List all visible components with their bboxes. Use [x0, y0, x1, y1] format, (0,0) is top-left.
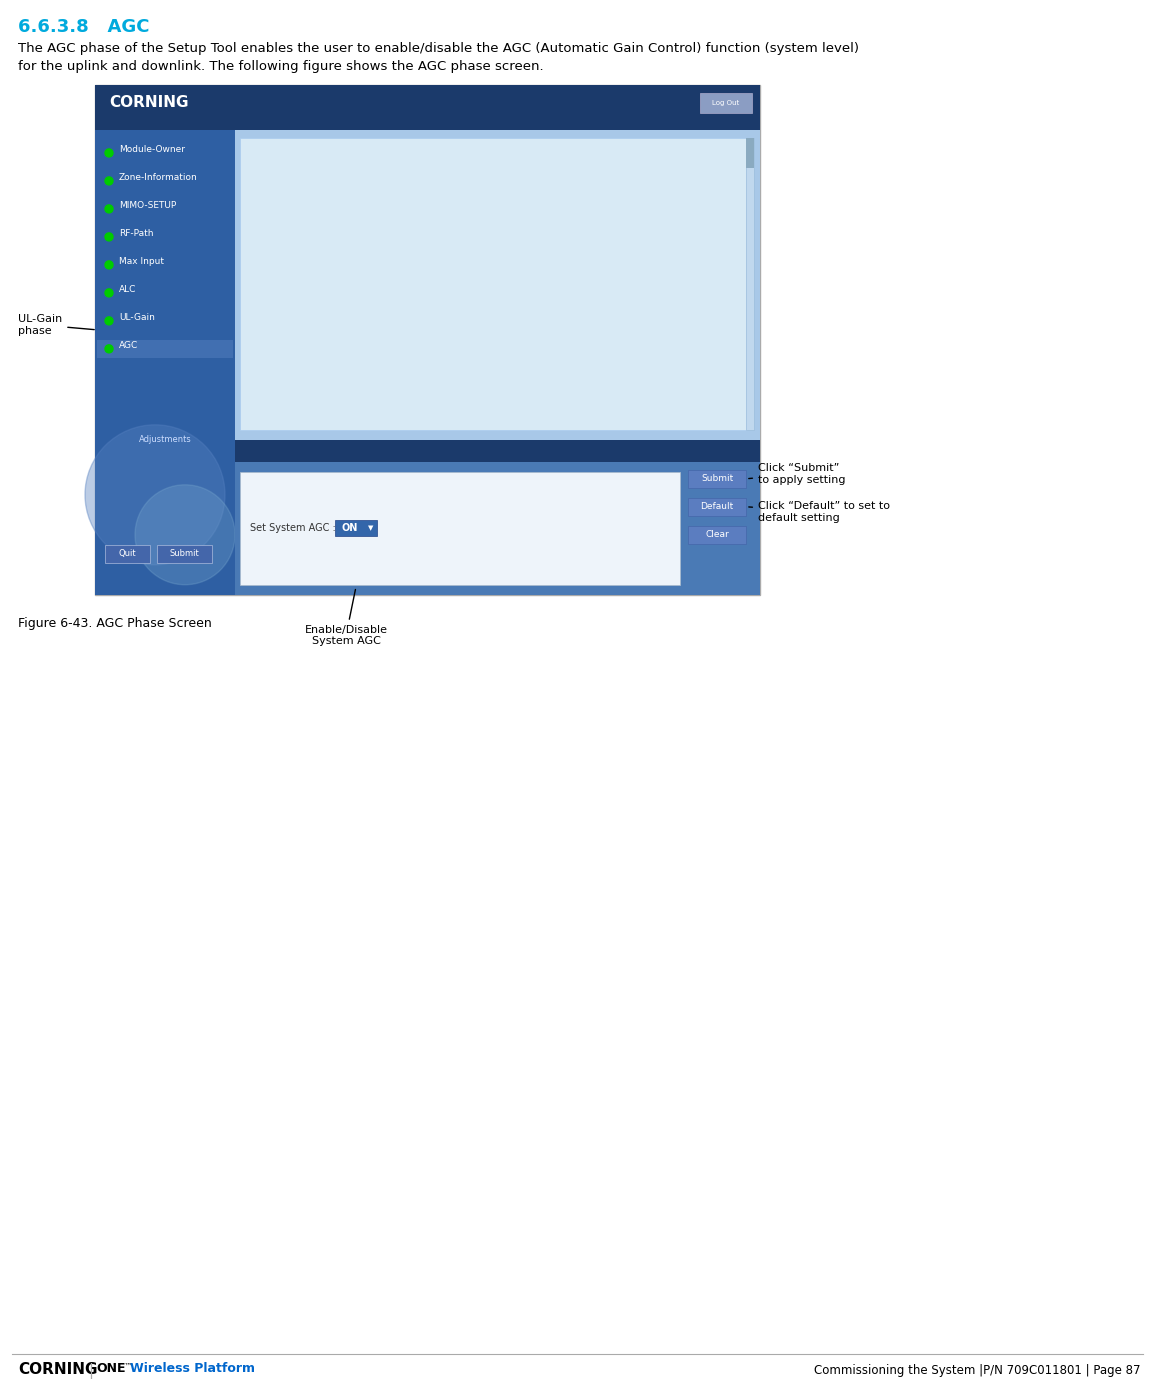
- Text: Enable/Disable
System AGC: Enable/Disable System AGC: [305, 590, 387, 646]
- Circle shape: [105, 262, 113, 268]
- Text: Zone-Information: Zone-Information: [119, 173, 198, 183]
- Bar: [95, 84, 760, 130]
- Text: RF-Path: RF-Path: [119, 230, 154, 238]
- Text: |: |: [88, 1363, 94, 1380]
- Bar: [95, 84, 760, 595]
- Bar: [746, 138, 754, 430]
- Bar: [688, 526, 746, 544]
- Text: CORNING: CORNING: [109, 95, 188, 109]
- Bar: [240, 472, 680, 585]
- Text: Max Input: Max Input: [119, 257, 164, 266]
- Bar: [97, 340, 233, 358]
- Bar: [95, 130, 234, 595]
- Text: AGC: AGC: [119, 342, 139, 350]
- Bar: [240, 138, 747, 430]
- Text: Submit: Submit: [701, 475, 733, 483]
- Text: ON: ON: [342, 523, 358, 533]
- Text: 6.6.3.8   AGC: 6.6.3.8 AGC: [18, 18, 149, 36]
- Text: Module-Owner: Module-Owner: [119, 145, 185, 155]
- Circle shape: [105, 345, 113, 353]
- Circle shape: [135, 484, 234, 585]
- Text: Submit: Submit: [169, 549, 199, 558]
- Bar: [105, 545, 150, 563]
- Text: ALC: ALC: [119, 285, 136, 295]
- Circle shape: [105, 205, 113, 213]
- Text: ONE: ONE: [96, 1362, 126, 1376]
- Text: CORNING: CORNING: [18, 1362, 97, 1377]
- Text: ™: ™: [124, 1362, 133, 1370]
- Text: The AGC phase of the Setup Tool enables the user to enable/disable the AGC (Auto: The AGC phase of the Setup Tool enables …: [18, 42, 859, 55]
- Text: Commissioning the System |P/N 709C011801 | Page 87: Commissioning the System |P/N 709C011801…: [813, 1365, 1140, 1377]
- Circle shape: [105, 149, 113, 156]
- Bar: [746, 138, 754, 167]
- Bar: [234, 440, 760, 462]
- Text: Default: Default: [700, 502, 733, 511]
- Bar: [157, 545, 213, 563]
- Bar: [700, 93, 752, 113]
- Text: Quit: Quit: [118, 549, 136, 558]
- Text: UL-Gain
phase: UL-Gain phase: [18, 314, 95, 336]
- Bar: [688, 498, 746, 516]
- Text: MIMO-SETUP: MIMO-SETUP: [119, 202, 177, 210]
- Text: Set System AGC :: Set System AGC :: [249, 523, 336, 533]
- Bar: [688, 469, 746, 487]
- Text: Figure 6-43. AGC Phase Screen: Figure 6-43. AGC Phase Screen: [18, 617, 211, 630]
- Text: Clear: Clear: [705, 530, 729, 540]
- Circle shape: [105, 233, 113, 241]
- Text: UL-Gain: UL-Gain: [119, 313, 155, 322]
- Bar: [335, 520, 377, 536]
- Text: Log Out: Log Out: [713, 100, 739, 107]
- Circle shape: [85, 425, 225, 565]
- Circle shape: [105, 289, 113, 298]
- Bar: [234, 462, 760, 595]
- Text: Click “Default” to set to
default setting: Click “Default” to set to default settin…: [748, 501, 891, 523]
- Text: for the uplink and downlink. The following figure shows the AGC phase screen.: for the uplink and downlink. The followi…: [18, 60, 544, 73]
- Text: Click “Submit”
to apply setting: Click “Submit” to apply setting: [748, 464, 845, 484]
- Text: ▼: ▼: [368, 526, 374, 531]
- Circle shape: [105, 177, 113, 185]
- Text: Adjustments: Adjustments: [139, 436, 192, 444]
- Text: Wireless Platform: Wireless Platform: [131, 1362, 255, 1376]
- Bar: [234, 130, 760, 440]
- Circle shape: [105, 317, 113, 325]
